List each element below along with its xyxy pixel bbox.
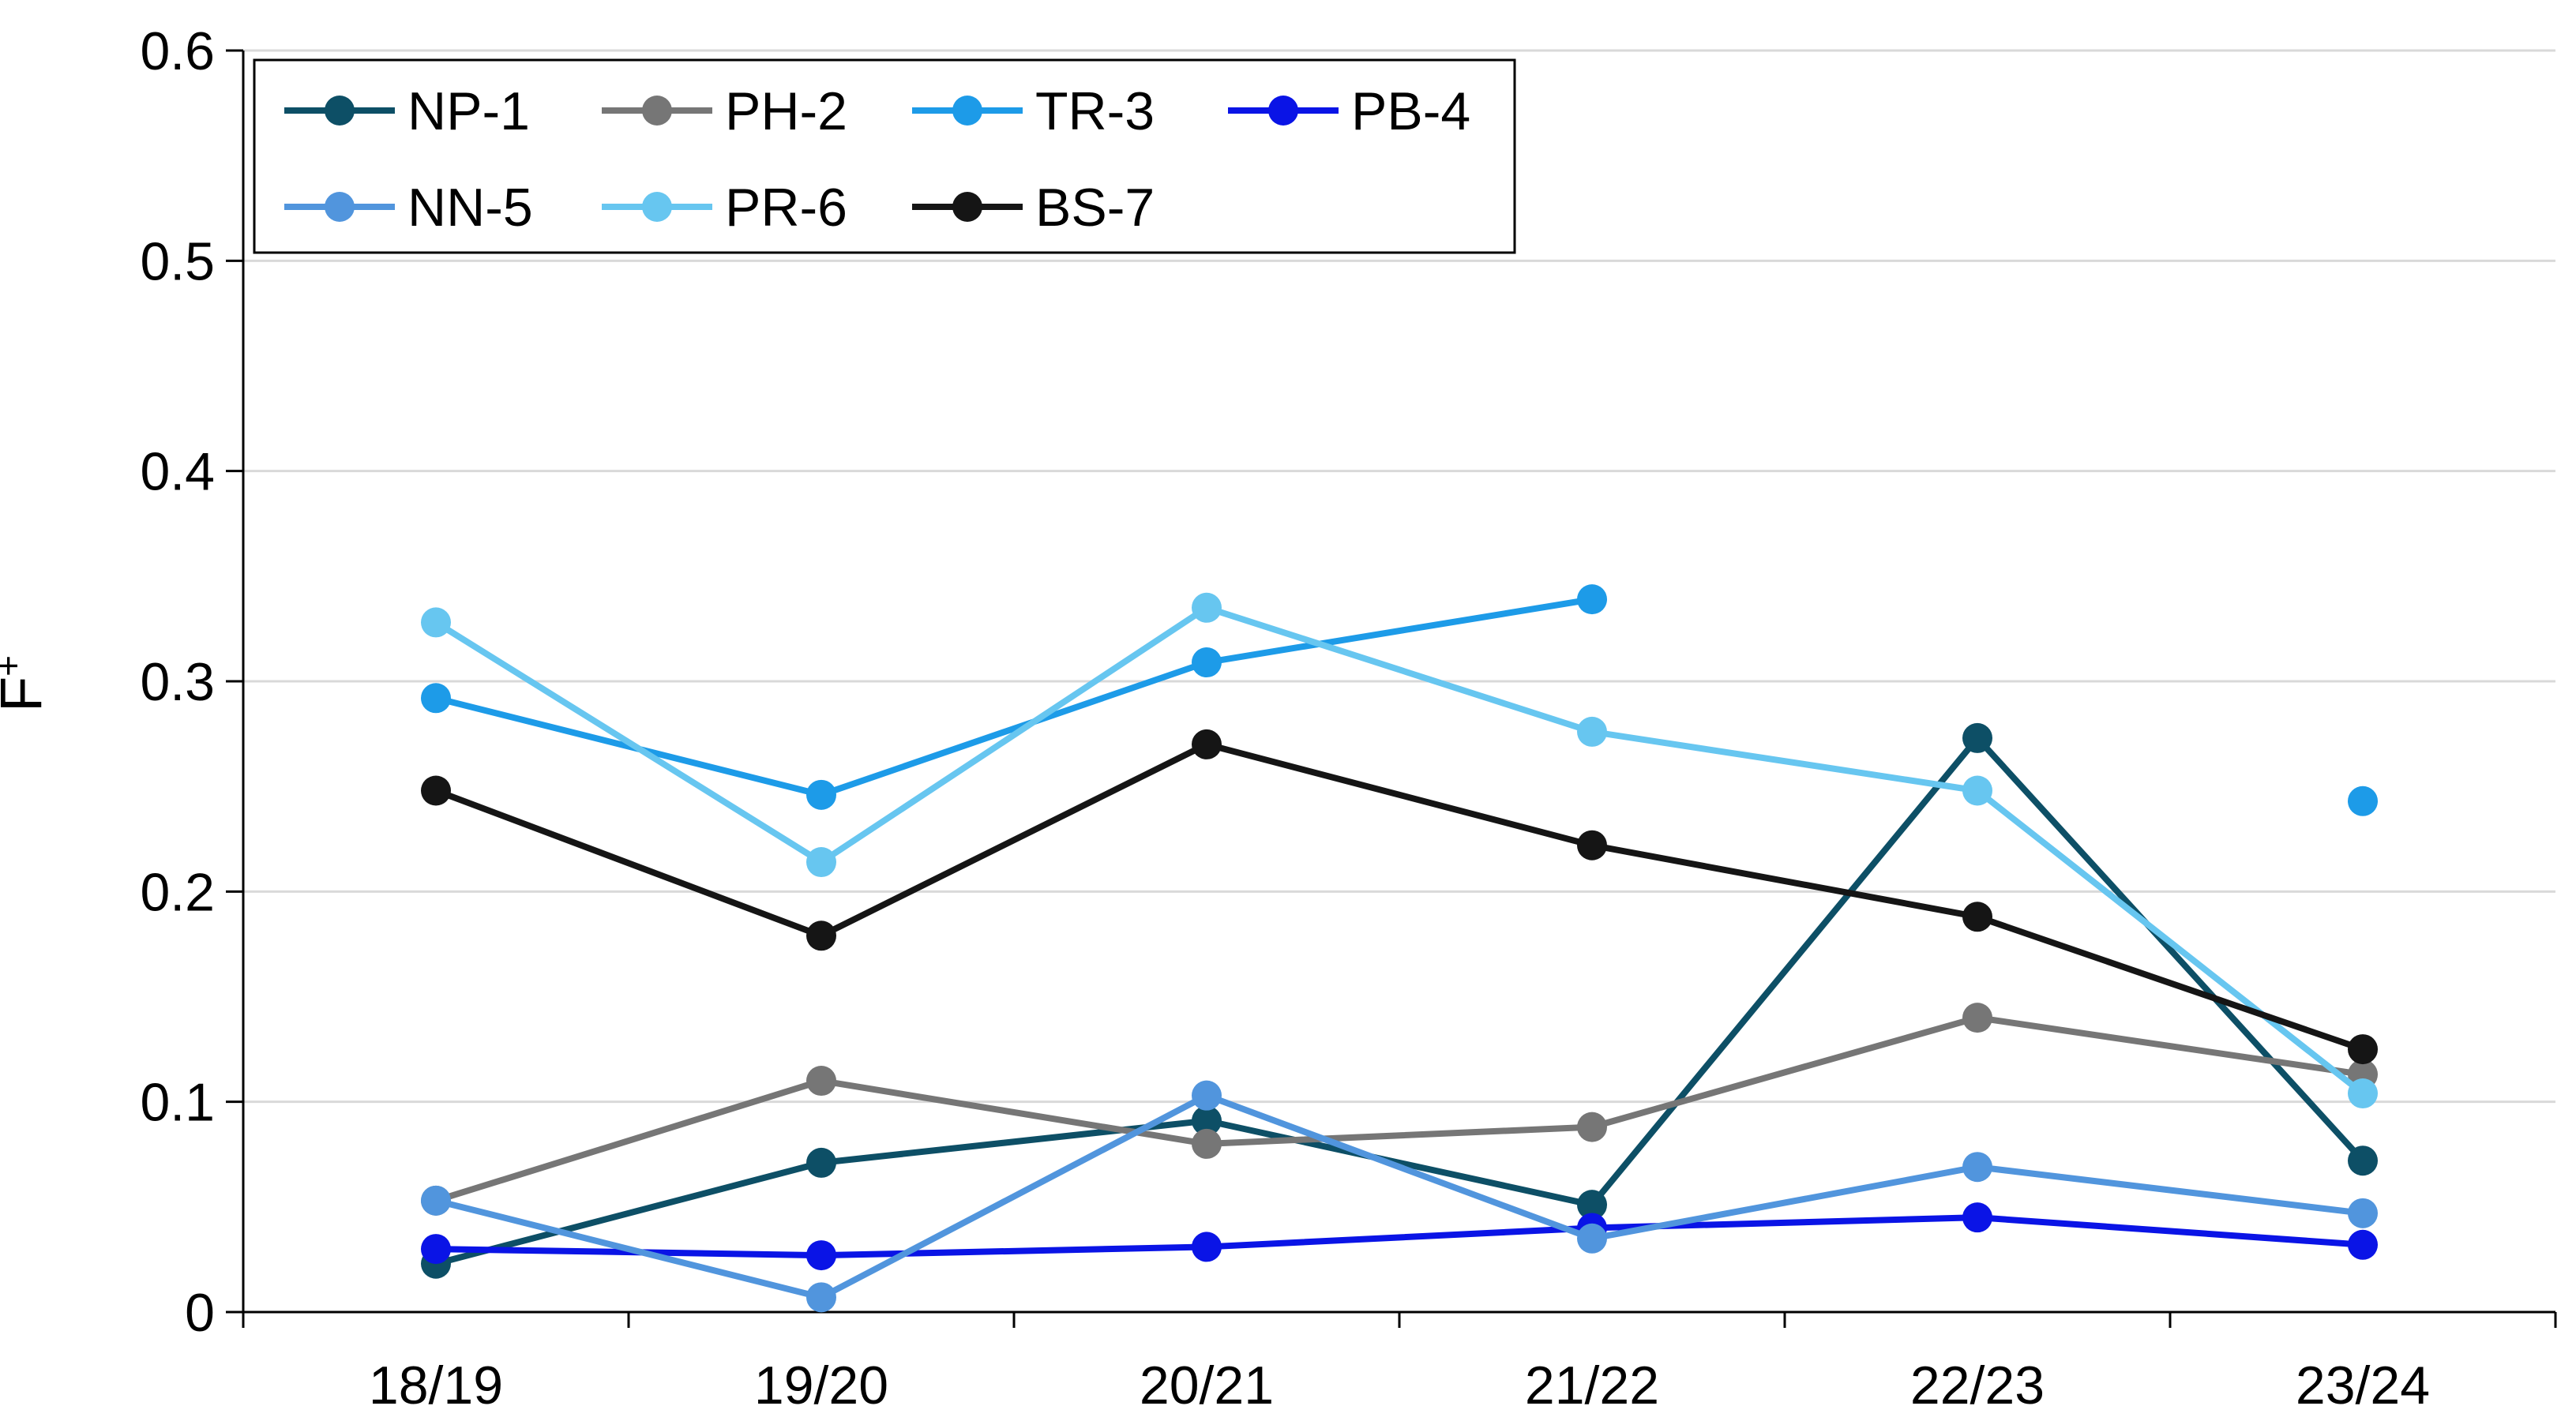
data-point [421,1234,451,1265]
series-np-1 [421,722,2378,1279]
data-point [1577,1223,1607,1254]
x-tick-label: 22/23 [1910,1355,2045,1415]
data-point [1192,592,1222,623]
y-tick-label: 0.2 [140,862,215,922]
data-point [1192,1232,1222,1262]
x-tick-label: 20/21 [1140,1355,1274,1415]
data-point [421,607,451,638]
legend-label: NN-5 [407,178,533,238]
data-point [1962,1003,1992,1033]
legend-swatch-marker [952,192,982,222]
data-point [2348,785,2378,816]
data-point [806,1240,836,1271]
data-point [1962,1202,1992,1233]
legend-swatch-marker [325,192,355,222]
legend-label: BS-7 [1035,178,1155,238]
data-point [1577,584,1607,615]
x-tick-label: 21/22 [1525,1355,1659,1415]
y-tick-label: 0 [185,1283,215,1343]
y-axis-title: F+ [0,655,54,712]
data-point [421,1185,451,1216]
data-point [2348,1198,2378,1228]
y-tick-label: 0.6 [140,21,215,81]
data-point [2348,1229,2378,1260]
legend-item-pb-4: PB-4 [1228,81,1470,141]
data-point [1577,1190,1607,1220]
data-series [421,584,2378,1313]
grid-lines [243,49,2555,1104]
legend-item-bs-7: BS-7 [912,178,1155,238]
data-point [1962,1152,1992,1183]
series-pb-4 [421,1202,2378,1271]
series-line [434,734,2365,1267]
series-nn-5 [421,1080,2378,1313]
data-point [2348,1145,2378,1176]
legend-item-nn-5: NN-5 [284,178,533,238]
legend-box [253,58,1516,254]
data-point [2348,1034,2378,1065]
series-pr-6 [421,592,2378,1109]
x-tick-label: 23/24 [2296,1355,2430,1415]
series-line [434,604,2365,1097]
legend-item-pr-6: PR-6 [602,178,847,238]
series-line [434,740,2364,1052]
series-bs-7 [421,729,2378,1065]
series-tr-3 [421,584,2378,816]
legend-label: PR-6 [725,178,847,238]
y-tick-labels: 0 0.1 0.2 0.3 0.4 0.5 0.6 [140,21,243,1343]
legend-item-np-1: NP-1 [284,81,530,141]
legend-swatch-marker [642,96,672,126]
series-ph-2 [421,1003,2378,1216]
y-tick-label: 0.3 [140,652,215,712]
data-point [806,847,836,878]
series-line [435,1214,2364,1259]
data-point [806,779,836,810]
series-line [434,1014,2364,1204]
legend-swatch-marker [952,96,982,126]
legend-label: PH-2 [725,81,847,141]
y-axis-title-superscript: + [0,655,28,677]
series-line [435,596,1593,798]
legend-item-ph-2: PH-2 [602,81,847,141]
legend-label: TR-3 [1035,81,1155,141]
data-point [1192,1080,1222,1111]
legend: NP-1 PH-2 TR-3 PB-4 NN-5 PR-6 BS-7 [253,58,1516,254]
data-point [1577,1112,1607,1142]
data-point [1192,1105,1222,1136]
data-point [806,920,836,951]
y-axis-title-main: F [0,677,54,712]
x-tick-label: 18/19 [369,1355,503,1415]
series-line [435,1092,2364,1301]
data-point [806,1282,836,1313]
data-point [1962,902,1992,932]
data-point [1192,729,1222,759]
legend-swatch-marker [1268,96,1298,126]
data-point [806,1066,836,1097]
data-point [1962,722,1992,753]
data-point [1577,830,1607,860]
legend-label: PB-4 [1351,81,1470,141]
data-point [1192,1128,1222,1159]
y-tick-label: 0.5 [140,231,215,291]
data-point [806,1147,836,1178]
legend-label: NP-1 [407,81,530,141]
legend-swatch-marker [642,192,672,222]
data-point [421,683,451,714]
data-point [2348,1078,2378,1109]
x-tick-label: 19/20 [754,1355,888,1415]
data-point [1577,716,1607,747]
y-tick-label: 0.4 [140,442,215,502]
data-point [1962,775,1992,806]
y-tick-label: 0.1 [140,1073,215,1133]
legend-item-tr-3: TR-3 [912,81,1155,141]
legend-swatch-marker [325,96,355,126]
data-point [421,775,451,806]
x-tick-labels: 18/19 19/20 20/21 21/22 22/23 23/24 [242,1312,2557,1415]
data-point [1192,647,1222,678]
